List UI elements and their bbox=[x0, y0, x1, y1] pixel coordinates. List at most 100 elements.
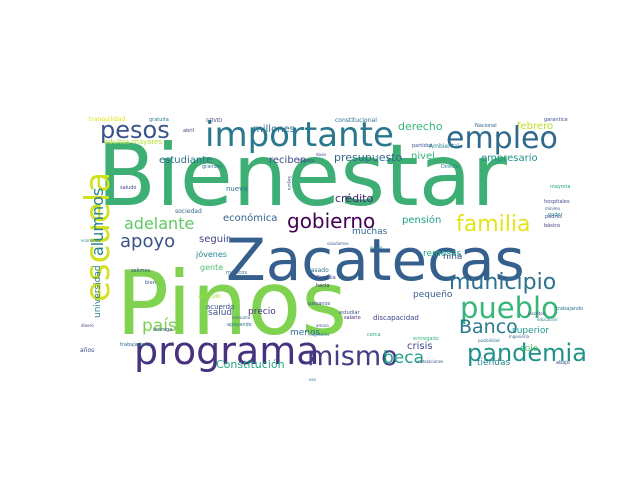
cloud-word-articulo: artículo bbox=[198, 293, 221, 300]
cloud-word-grandes: grandes bbox=[202, 164, 223, 170]
cloud-word-discapacidad: discapacidad bbox=[373, 314, 419, 322]
cloud-word-pesos: pesos bbox=[100, 116, 170, 144]
cloud-word-solo: solo bbox=[520, 344, 539, 354]
cloud-word-ingenieria: Ingeniería bbox=[509, 334, 530, 339]
cloud-background bbox=[80, 113, 580, 366]
cloud-word-cerca: cerca bbox=[367, 332, 381, 338]
cloud-word-nina: niña bbox=[443, 252, 462, 262]
cloud-word-basico: básico bbox=[544, 222, 560, 229]
cloud-word-adelante: adelante bbox=[124, 214, 194, 233]
cloud-word-mismo: mismo bbox=[307, 341, 398, 372]
cloud-word-nacional: Nacional bbox=[475, 123, 497, 129]
cloud-word-estudiante: estudiante bbox=[159, 155, 212, 166]
cloud-word-familia: familia bbox=[456, 212, 530, 237]
cloud-word-gente: gente bbox=[200, 263, 223, 272]
cloud-word-apoyando: apoyando bbox=[227, 322, 252, 328]
cloud-word-salario: salario bbox=[344, 315, 361, 321]
cloud-word-ayuda: ayuda bbox=[370, 245, 383, 250]
cloud-word-nivel: nivel bbox=[411, 151, 435, 162]
cloud-word-febrero: febrero bbox=[517, 121, 553, 132]
cloud-word-padres: padres bbox=[545, 214, 562, 220]
cloud-word-pais: país bbox=[142, 316, 177, 336]
cloud-word-pueblo: pueblo bbox=[460, 291, 559, 325]
cloud-word-muchas: muchas bbox=[352, 227, 388, 237]
cloud-word-trabajadores: trabajadores bbox=[120, 342, 152, 348]
cloud-word-sociedad: sociedad bbox=[175, 208, 202, 215]
cloud-word-saludamos: saludamos bbox=[327, 241, 349, 246]
cloud-word-garantice: garantice bbox=[544, 117, 568, 123]
cloud-word-constitucional: constitucional bbox=[335, 117, 377, 124]
cloud-word-presupuesto: presupuesto bbox=[334, 151, 402, 164]
cloud-word-menos: menos bbox=[290, 328, 321, 338]
cloud-word-covid: COVID bbox=[206, 118, 222, 124]
cloud-word-alumnos: alumnos bbox=[88, 188, 107, 256]
cloud-word-economia: economía bbox=[81, 238, 101, 243]
cloud-word-entrega: entrega bbox=[153, 327, 172, 333]
cloud-word-posibilidad: posibilidad bbox=[478, 338, 500, 343]
cloud-word-pinos: Pinos bbox=[116, 252, 347, 355]
cloud-word-adultos-mayores: adultos mayores bbox=[104, 138, 163, 146]
cloud-word-municipio: municipio bbox=[449, 270, 556, 295]
cloud-word-jovenes: jóvenes bbox=[195, 249, 227, 259]
cloud-word-empleo: empleo bbox=[446, 121, 558, 156]
cloud-word-pequeno: pequeño bbox=[413, 290, 453, 300]
cloud-word-credito: crédito bbox=[335, 192, 373, 205]
cloud-word-pasado: pasado bbox=[307, 267, 329, 274]
cloud-word-derecho: derecho bbox=[398, 120, 443, 133]
cloud-word-migrantes: migrantes bbox=[309, 332, 329, 337]
cloud-word-importante: importante bbox=[205, 115, 394, 155]
cloud-word-programa: programa bbox=[134, 329, 320, 373]
cloud-word-universidad: universidad bbox=[93, 265, 103, 318]
cloud-word-precio: precio bbox=[248, 307, 276, 317]
cloud-word-beca: beca bbox=[383, 348, 424, 368]
cloud-word-pandemia: pandemia bbox=[467, 339, 587, 367]
cloud-word-eso: eso bbox=[309, 377, 317, 382]
cloud-word-saludo: saludo bbox=[120, 185, 136, 191]
cloud-word-hacia: hacia bbox=[316, 283, 329, 289]
cloud-word-bienestar: Bienestar bbox=[97, 126, 507, 226]
cloud-word-tiendas: tiendas bbox=[477, 358, 510, 368]
cloud-word-crisis: crisis bbox=[407, 341, 433, 352]
cloud-word-gratuita: gratuita bbox=[149, 117, 169, 123]
cloud-word-amaro: amaro bbox=[316, 323, 329, 328]
cloud-word-apoyo: apoyo bbox=[120, 231, 175, 252]
cloud-word-economica: económica bbox=[223, 212, 277, 224]
cloud-word-seguir: seguir bbox=[199, 234, 231, 245]
cloud-word-acuerdo: acuerdo bbox=[206, 303, 234, 311]
cloud-word-dinero: dinero bbox=[81, 323, 94, 328]
cloud-word-estudiar: estudiar bbox=[339, 310, 360, 316]
cloud-word-minimo: mínimo bbox=[545, 206, 561, 211]
cloud-word-anos: años bbox=[80, 347, 94, 354]
cloud-word-bien: bien bbox=[145, 280, 156, 286]
cloud-word-zacatecas: Zacatecas bbox=[226, 226, 525, 294]
cloud-word-consumo: consumo bbox=[232, 315, 251, 320]
cloud-word-banco: Banco bbox=[459, 316, 518, 338]
cloud-word-escuela: escuela bbox=[78, 172, 118, 302]
cloud-word-reciben: reciben bbox=[269, 155, 306, 166]
cloud-word-ambiental: Ambiental bbox=[429, 143, 460, 150]
cloud-word-salud: salud bbox=[208, 308, 232, 318]
cloud-word-pension: pensión bbox=[402, 214, 441, 226]
cloud-word-constitucion: Constitución bbox=[216, 358, 285, 371]
cloud-word-empresario: empresario bbox=[481, 153, 538, 164]
cloud-word-tranquilidad: tranquilidad bbox=[89, 116, 125, 123]
cloud-word-seguro: Seguro bbox=[287, 176, 292, 191]
cloud-word-hospitales: hospitales bbox=[544, 199, 570, 205]
cloud-word-gobierno: gobierno bbox=[287, 209, 375, 233]
cloud-word-medicos: médicos bbox=[226, 269, 247, 276]
cloud-word-directo: Directo bbox=[441, 164, 459, 170]
cloud-word-nuevo: nuevo bbox=[226, 185, 248, 193]
cloud-word-poder: poder bbox=[548, 212, 563, 218]
cloud-word-salimos: salimos bbox=[131, 268, 150, 274]
cloud-word-mayoria: mayoría bbox=[550, 183, 570, 190]
cloud-word-entregado: entregado bbox=[413, 336, 439, 342]
cloud-word-superior: superior bbox=[512, 326, 549, 336]
cloud-word-educacion: educación bbox=[537, 317, 558, 322]
cloud-word-paisanos: paisanos bbox=[308, 301, 331, 307]
cloud-word-remesas: remesas bbox=[423, 249, 462, 259]
cloud-word-inscritos: inscritos bbox=[528, 311, 545, 316]
cloud-word-abril: abril bbox=[183, 128, 194, 134]
cloud-word-dosis: dosis bbox=[316, 152, 326, 157]
